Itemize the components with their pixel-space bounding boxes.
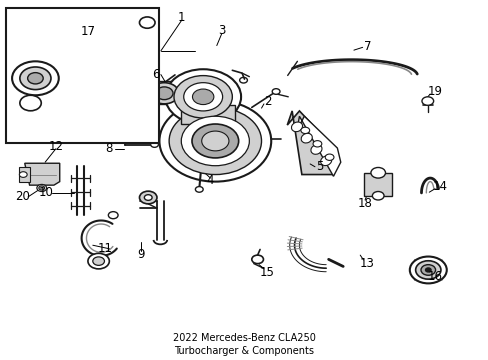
Circle shape — [325, 154, 333, 161]
Ellipse shape — [320, 156, 331, 166]
Circle shape — [201, 131, 228, 151]
Circle shape — [272, 89, 280, 94]
Circle shape — [155, 87, 173, 100]
Circle shape — [93, 257, 104, 265]
Circle shape — [39, 186, 44, 190]
Circle shape — [144, 195, 152, 201]
Circle shape — [370, 167, 385, 178]
Circle shape — [150, 142, 158, 147]
Circle shape — [421, 97, 433, 105]
Text: 13: 13 — [359, 257, 374, 270]
Circle shape — [183, 83, 222, 111]
Text: 9: 9 — [137, 248, 144, 261]
Circle shape — [12, 61, 59, 95]
Circle shape — [409, 257, 446, 283]
Text: 5: 5 — [316, 160, 323, 173]
Circle shape — [139, 191, 157, 204]
Circle shape — [28, 73, 43, 84]
Circle shape — [108, 212, 118, 219]
Circle shape — [181, 116, 249, 166]
Circle shape — [192, 124, 238, 158]
Text: 10: 10 — [39, 186, 54, 199]
Circle shape — [195, 186, 203, 192]
Polygon shape — [25, 163, 60, 185]
Circle shape — [20, 67, 51, 90]
Circle shape — [139, 17, 155, 28]
Ellipse shape — [291, 122, 302, 132]
Text: 2: 2 — [264, 95, 271, 108]
Circle shape — [420, 265, 435, 275]
Circle shape — [37, 184, 46, 192]
Text: 17: 17 — [80, 25, 95, 38]
Circle shape — [425, 268, 430, 272]
Circle shape — [20, 172, 27, 177]
Circle shape — [159, 100, 271, 181]
Text: 19: 19 — [427, 85, 442, 98]
Text: 18: 18 — [357, 197, 372, 210]
Text: 7: 7 — [363, 40, 370, 53]
Text: 3: 3 — [218, 24, 225, 37]
Circle shape — [372, 192, 383, 200]
Circle shape — [174, 76, 232, 118]
Text: 1: 1 — [177, 11, 184, 24]
Text: 12: 12 — [48, 140, 63, 153]
Circle shape — [149, 83, 179, 104]
Circle shape — [165, 69, 241, 124]
Text: 20: 20 — [15, 190, 30, 203]
Circle shape — [312, 141, 321, 147]
Text: 15: 15 — [260, 266, 274, 279]
Ellipse shape — [310, 145, 321, 154]
Polygon shape — [287, 111, 338, 175]
Ellipse shape — [301, 133, 312, 143]
Circle shape — [415, 261, 440, 279]
Text: 16: 16 — [427, 270, 442, 283]
Circle shape — [200, 150, 205, 155]
Text: 11: 11 — [97, 242, 112, 255]
Polygon shape — [296, 116, 340, 176]
Text: 2022 Mercedes-Benz CLA250
Turbocharger & Components: 2022 Mercedes-Benz CLA250 Turbocharger &… — [173, 333, 315, 356]
Text: 8: 8 — [105, 142, 113, 155]
Polygon shape — [19, 167, 30, 181]
Circle shape — [251, 255, 263, 264]
Polygon shape — [364, 173, 391, 196]
Text: 4: 4 — [206, 174, 214, 188]
Text: 14: 14 — [431, 180, 447, 193]
Circle shape — [20, 95, 41, 111]
Circle shape — [169, 107, 261, 175]
Circle shape — [88, 253, 109, 269]
Bar — [6, 8, 159, 143]
Circle shape — [300, 127, 309, 134]
Circle shape — [192, 89, 213, 104]
Text: 6: 6 — [152, 68, 160, 81]
Polygon shape — [181, 104, 234, 124]
